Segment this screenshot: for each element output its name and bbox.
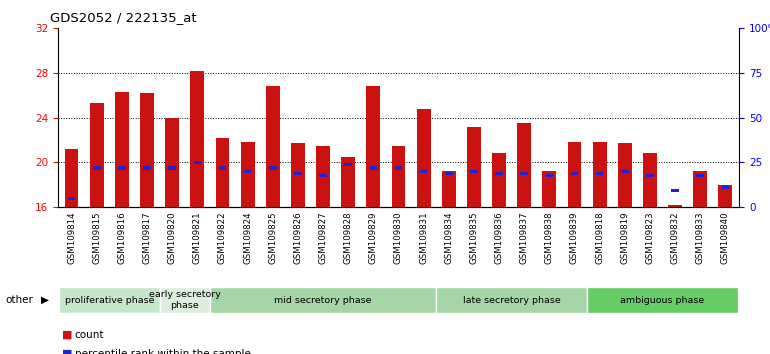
Text: ambiguous phase: ambiguous phase [621, 296, 705, 304]
Bar [643, 154, 657, 207]
Bar [143, 166, 151, 170]
Text: GSM109838: GSM109838 [545, 211, 554, 264]
Text: GSM109828: GSM109828 [343, 211, 353, 264]
Bar [492, 154, 506, 207]
Bar [244, 170, 251, 173]
Text: GSM109814: GSM109814 [67, 211, 76, 264]
Text: GSM109821: GSM109821 [192, 211, 202, 264]
Text: GSM109836: GSM109836 [494, 211, 504, 264]
Bar [542, 171, 556, 207]
Text: mid secretory phase: mid secretory phase [274, 296, 372, 304]
Bar [546, 174, 553, 177]
Bar [593, 142, 607, 207]
Text: late secretory phase: late secretory phase [463, 296, 561, 304]
Bar [442, 171, 456, 207]
Bar [436, 287, 587, 313]
Bar [65, 149, 79, 207]
Bar [618, 143, 631, 207]
Bar [193, 161, 201, 164]
Text: other: other [5, 295, 33, 305]
Bar [291, 143, 305, 207]
Bar [587, 287, 738, 313]
Text: GSM109816: GSM109816 [117, 211, 126, 264]
Text: ■: ■ [62, 349, 72, 354]
Bar [417, 109, 430, 207]
Bar [166, 118, 179, 207]
Text: GSM109822: GSM109822 [218, 211, 227, 264]
Bar [341, 157, 355, 207]
Bar [269, 166, 276, 170]
Bar [68, 196, 75, 200]
Bar [445, 172, 453, 175]
Bar [467, 127, 480, 207]
Text: GSM109820: GSM109820 [168, 211, 176, 264]
Bar [219, 166, 226, 170]
Bar [395, 166, 402, 170]
Bar [668, 205, 682, 207]
Text: GSM109826: GSM109826 [293, 211, 303, 264]
Text: proliferative phase: proliferative phase [65, 296, 154, 304]
Bar [367, 86, 380, 207]
Text: GSM109819: GSM109819 [621, 211, 629, 264]
Bar [344, 163, 352, 166]
Bar [721, 185, 729, 189]
Bar [210, 287, 436, 313]
Bar [693, 171, 707, 207]
Bar [316, 145, 330, 207]
Bar [294, 172, 302, 175]
Bar [596, 172, 604, 175]
Bar [93, 166, 101, 170]
Bar [115, 92, 129, 207]
Bar [495, 172, 503, 175]
Text: GSM109817: GSM109817 [142, 211, 152, 264]
Text: GSM109839: GSM109839 [570, 211, 579, 264]
Text: GDS2052 / 222135_at: GDS2052 / 222135_at [50, 11, 196, 24]
Bar [571, 172, 578, 175]
Bar [567, 142, 581, 207]
Text: ■: ■ [62, 330, 72, 339]
Text: GSM109840: GSM109840 [721, 211, 730, 264]
Text: GSM109833: GSM109833 [696, 211, 705, 264]
Text: GSM109818: GSM109818 [595, 211, 604, 264]
Bar [370, 166, 377, 170]
Text: early secretory
phase: early secretory phase [149, 290, 221, 310]
Bar [671, 189, 679, 192]
Text: GSM109829: GSM109829 [369, 211, 378, 264]
Bar [140, 93, 154, 207]
Bar [216, 138, 229, 207]
Bar [266, 86, 280, 207]
Text: percentile rank within the sample: percentile rank within the sample [75, 349, 250, 354]
Bar [718, 185, 732, 207]
Text: GSM109837: GSM109837 [520, 211, 529, 264]
Text: GSM109824: GSM109824 [243, 211, 252, 264]
Bar [118, 166, 126, 170]
Bar [392, 145, 405, 207]
Bar [470, 170, 477, 173]
Text: GSM109831: GSM109831 [419, 211, 428, 264]
Text: GSM109834: GSM109834 [444, 211, 454, 264]
Text: GSM109830: GSM109830 [394, 211, 403, 264]
Bar [646, 174, 654, 177]
Text: GSM109835: GSM109835 [470, 211, 478, 264]
Text: GSM109832: GSM109832 [671, 211, 680, 264]
Bar [517, 123, 531, 207]
Bar [696, 174, 704, 177]
Text: GSM109823: GSM109823 [645, 211, 654, 264]
Bar [420, 170, 427, 173]
Text: count: count [75, 330, 104, 339]
Bar [320, 174, 326, 177]
Text: GSM109815: GSM109815 [92, 211, 101, 264]
Text: ▶: ▶ [41, 295, 49, 305]
Bar [190, 71, 204, 207]
Text: GSM109825: GSM109825 [268, 211, 277, 264]
Bar [59, 287, 159, 313]
Bar [159, 287, 210, 313]
Bar [169, 166, 176, 170]
Bar [241, 142, 255, 207]
Bar [621, 170, 628, 173]
Bar [521, 172, 528, 175]
Text: GSM109827: GSM109827 [319, 211, 327, 264]
Bar [90, 103, 104, 207]
